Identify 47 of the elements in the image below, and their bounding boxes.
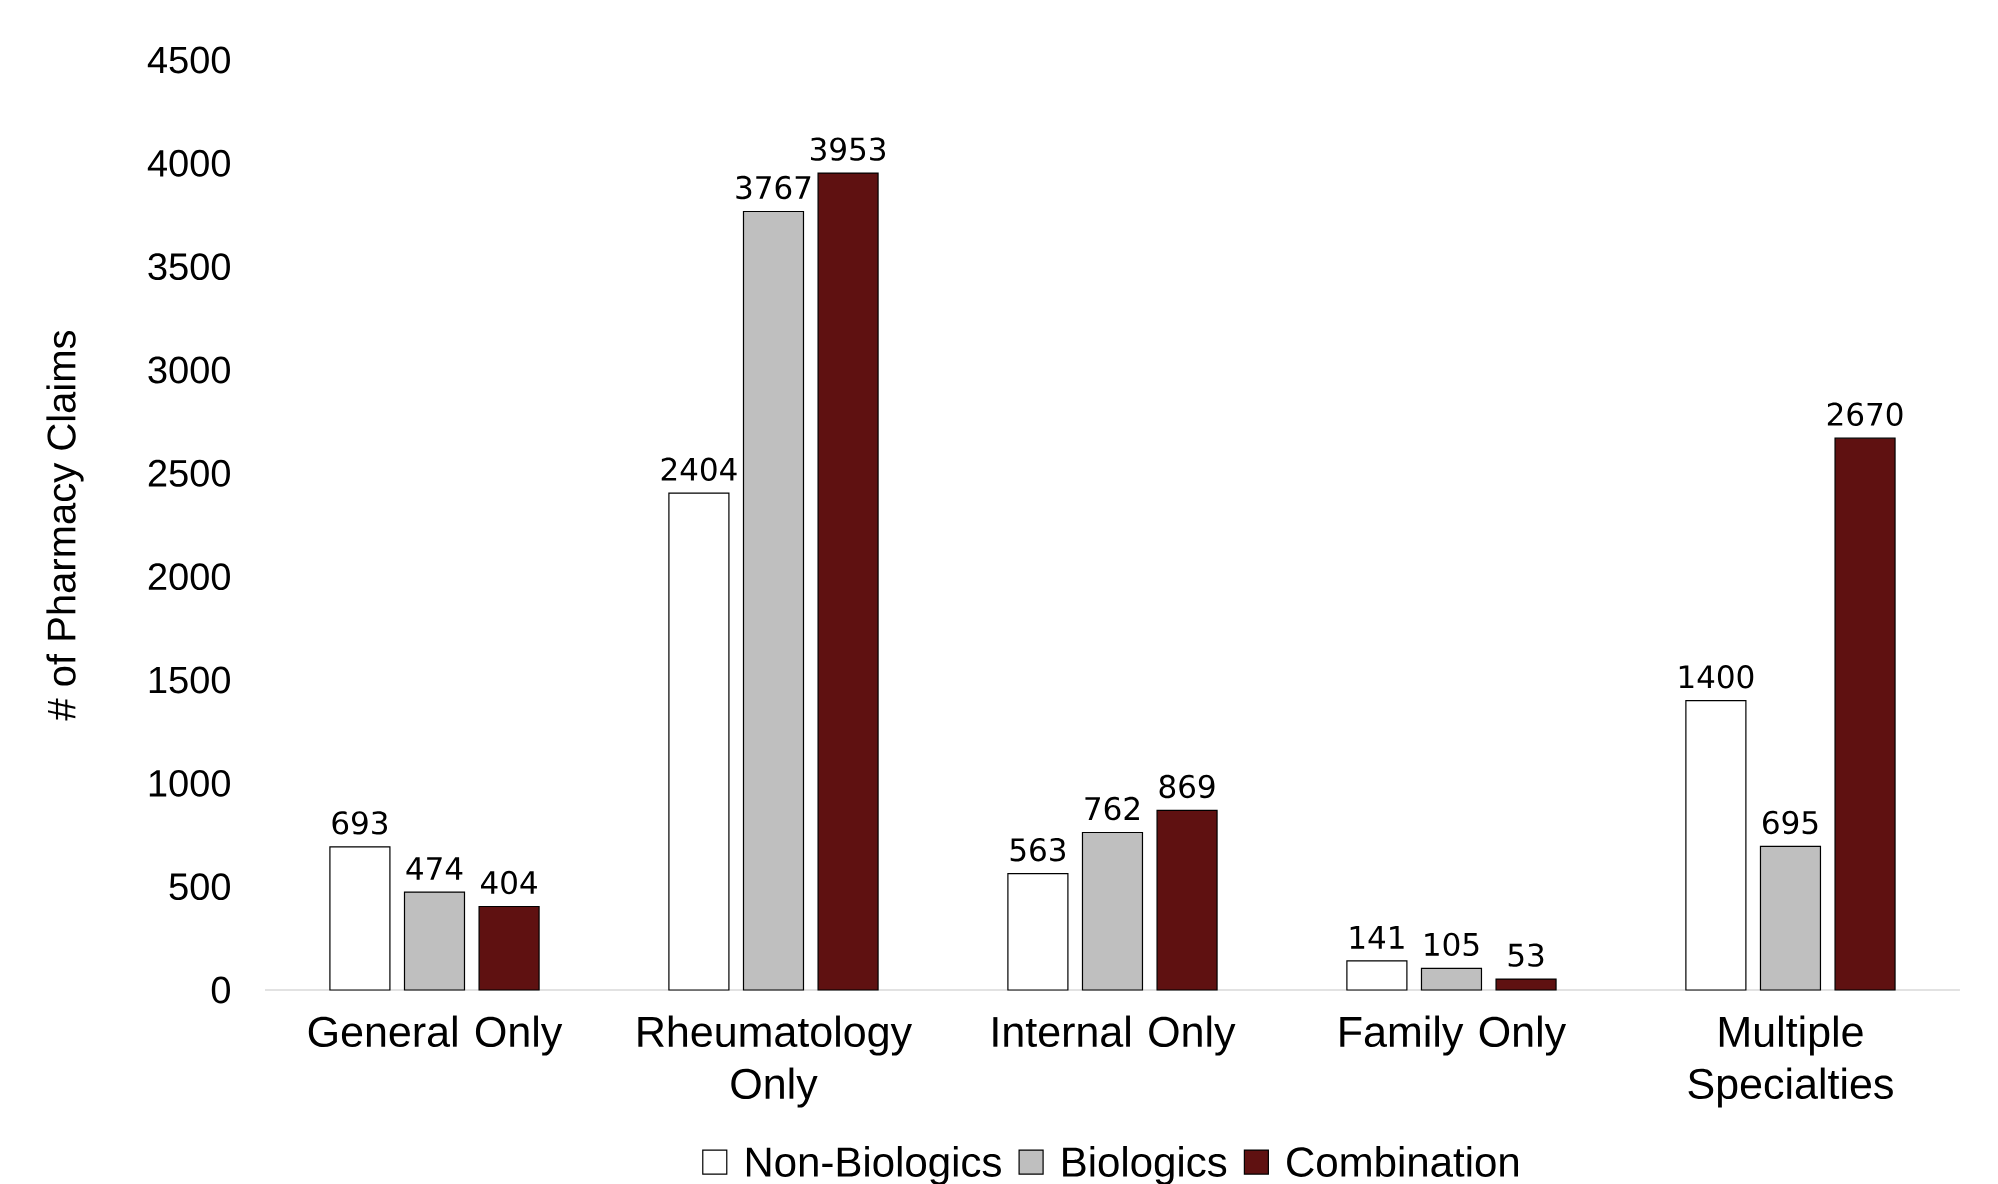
y-tick-label: 2000 [148, 563, 230, 591]
data-label: 404 [481, 870, 537, 895]
data-label: 3953 [810, 137, 886, 161]
bar [1346, 960, 1408, 991]
data-label: 474 [406, 857, 463, 880]
bar [1834, 437, 1896, 991]
data-label: 141 [1350, 926, 1404, 949]
y-tick-label: 1000 [149, 769, 230, 797]
bar [668, 492, 730, 991]
y-axis-title: # of Pharmacy Claims [46, 330, 84, 721]
y-tick-label: 4500 [147, 46, 230, 74]
data-label: 695 [1763, 810, 1818, 835]
bar [1759, 845, 1822, 991]
bar [1081, 831, 1144, 991]
data-label: 53 [1508, 943, 1544, 967]
y-tick-label: 1500 [149, 666, 230, 694]
data-label: 1400 [1679, 665, 1754, 689]
x-tick-label: General Only [308, 1015, 563, 1056]
y-tick-label: 3000 [148, 356, 230, 384]
y-tick-label: 2500 [148, 459, 230, 487]
bar [1685, 700, 1747, 991]
legend-label: Combination [1287, 1146, 1518, 1177]
x-tick-label: Multiple Specialties [1688, 1015, 1893, 1108]
y-tick-label: 500 [169, 873, 230, 901]
bar [403, 891, 466, 991]
bar [817, 172, 879, 991]
bar [1495, 978, 1557, 991]
bar [329, 846, 391, 991]
data-label: 869 [1159, 774, 1215, 799]
y-tick-label: 3500 [148, 253, 230, 281]
bar [1007, 873, 1069, 991]
x-tick-label: Family Only [1340, 1015, 1567, 1056]
data-label: 762 [1085, 796, 1139, 821]
bar [1156, 809, 1218, 991]
data-label: 563 [1010, 838, 1065, 862]
y-tick-label: 4000 [147, 149, 230, 177]
data-label: 3767 [736, 175, 811, 200]
data-label: 2670 [1827, 402, 1903, 426]
y-tick-label: 0 [211, 976, 230, 1004]
x-tick-label: Internal Only [993, 1015, 1236, 1056]
bar [478, 905, 540, 991]
x-tick-label: Rheumatology Only [638, 1015, 912, 1108]
data-label: 2404 [661, 457, 737, 481]
bar [742, 210, 805, 991]
data-label: 693 [332, 811, 388, 835]
data-label: 105 [1425, 932, 1479, 957]
bar [1420, 967, 1483, 991]
